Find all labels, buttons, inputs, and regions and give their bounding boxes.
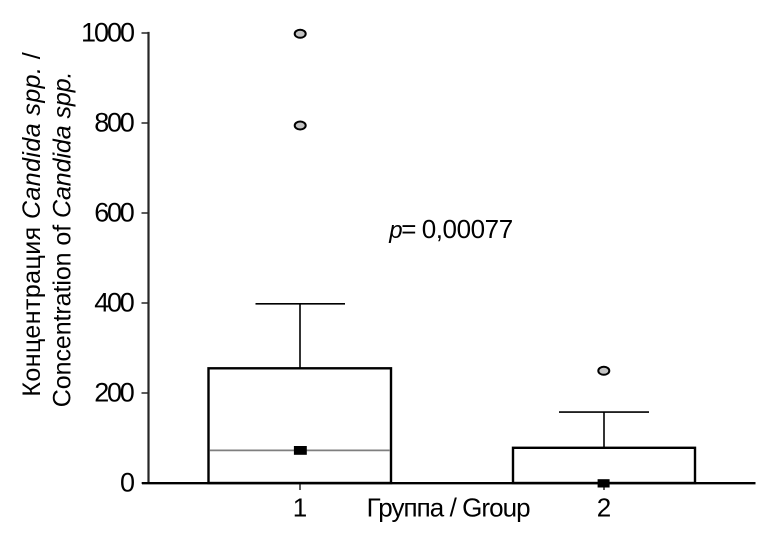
svg-text:Группа / Group: Группа / Group	[367, 493, 531, 523]
svg-text:2: 2	[597, 493, 611, 523]
svg-text:=: =	[401, 214, 416, 244]
svg-text:Концентрация Candida spp. /: Концентрация Candida spp. /	[18, 52, 46, 396]
svg-text:600: 600	[94, 198, 135, 228]
svg-text:1000: 1000	[81, 18, 135, 48]
svg-text:1: 1	[293, 493, 307, 523]
svg-text:200: 200	[94, 378, 135, 408]
svg-text:0,00077: 0,00077	[422, 214, 514, 244]
svg-text:0: 0	[120, 468, 135, 498]
svg-text:400: 400	[94, 288, 135, 318]
svg-text:800: 800	[94, 108, 135, 138]
svg-text:Concentration of Candida spp.: Concentration of Candida spp.	[48, 72, 76, 408]
svg-text:p: p	[388, 217, 402, 244]
